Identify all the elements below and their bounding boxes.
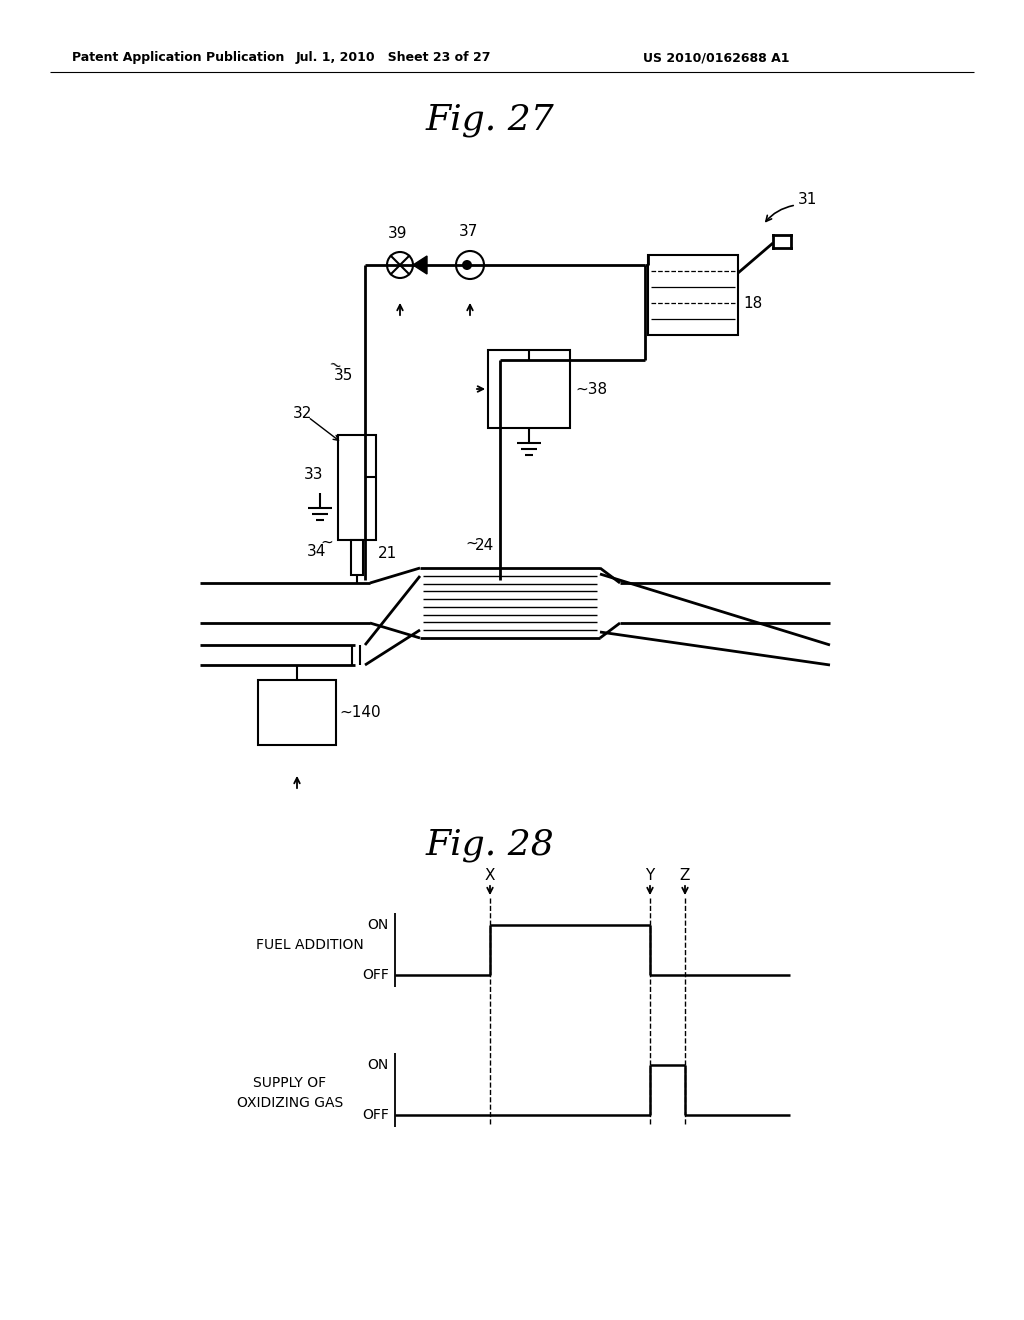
Text: 34: 34 (306, 544, 326, 560)
Text: ON: ON (368, 917, 389, 932)
Text: ON: ON (368, 1059, 389, 1072)
Text: Patent Application Publication: Patent Application Publication (72, 51, 285, 65)
Bar (648, 255, 738, 335)
Bar (488, 350, 570, 428)
Bar (258, 680, 336, 744)
Text: 31: 31 (798, 193, 817, 207)
Text: 37: 37 (459, 223, 477, 239)
Text: 35: 35 (334, 367, 353, 383)
Text: OXIDIZING GAS: OXIDIZING GAS (237, 1096, 343, 1110)
Bar (338, 436, 376, 540)
Text: ~: ~ (326, 356, 343, 375)
Text: FUEL ADDITION: FUEL ADDITION (256, 939, 364, 952)
Text: 18: 18 (743, 296, 762, 310)
Text: US 2010/0162688 A1: US 2010/0162688 A1 (643, 51, 790, 65)
Text: ~38: ~38 (575, 381, 607, 396)
Text: 21: 21 (378, 545, 397, 561)
Text: 32: 32 (293, 405, 312, 421)
Text: 39: 39 (388, 226, 408, 240)
Text: OFF: OFF (362, 968, 389, 982)
Text: ~140: ~140 (339, 705, 381, 719)
Text: ~: ~ (465, 536, 478, 550)
Polygon shape (413, 256, 427, 275)
Bar (351, 540, 362, 576)
Text: 24: 24 (475, 537, 495, 553)
Text: OFF: OFF (362, 1107, 389, 1122)
Text: Fig. 28: Fig. 28 (426, 828, 554, 862)
Text: Jul. 1, 2010   Sheet 23 of 27: Jul. 1, 2010 Sheet 23 of 27 (295, 51, 490, 65)
Text: SUPPLY OF: SUPPLY OF (253, 1076, 327, 1090)
Circle shape (462, 260, 472, 271)
Text: Z: Z (680, 869, 690, 883)
Text: 33: 33 (303, 467, 323, 482)
Text: Y: Y (645, 869, 654, 883)
Text: ~: ~ (321, 535, 333, 549)
Text: X: X (484, 869, 496, 883)
Text: Fig. 27: Fig. 27 (426, 103, 554, 137)
